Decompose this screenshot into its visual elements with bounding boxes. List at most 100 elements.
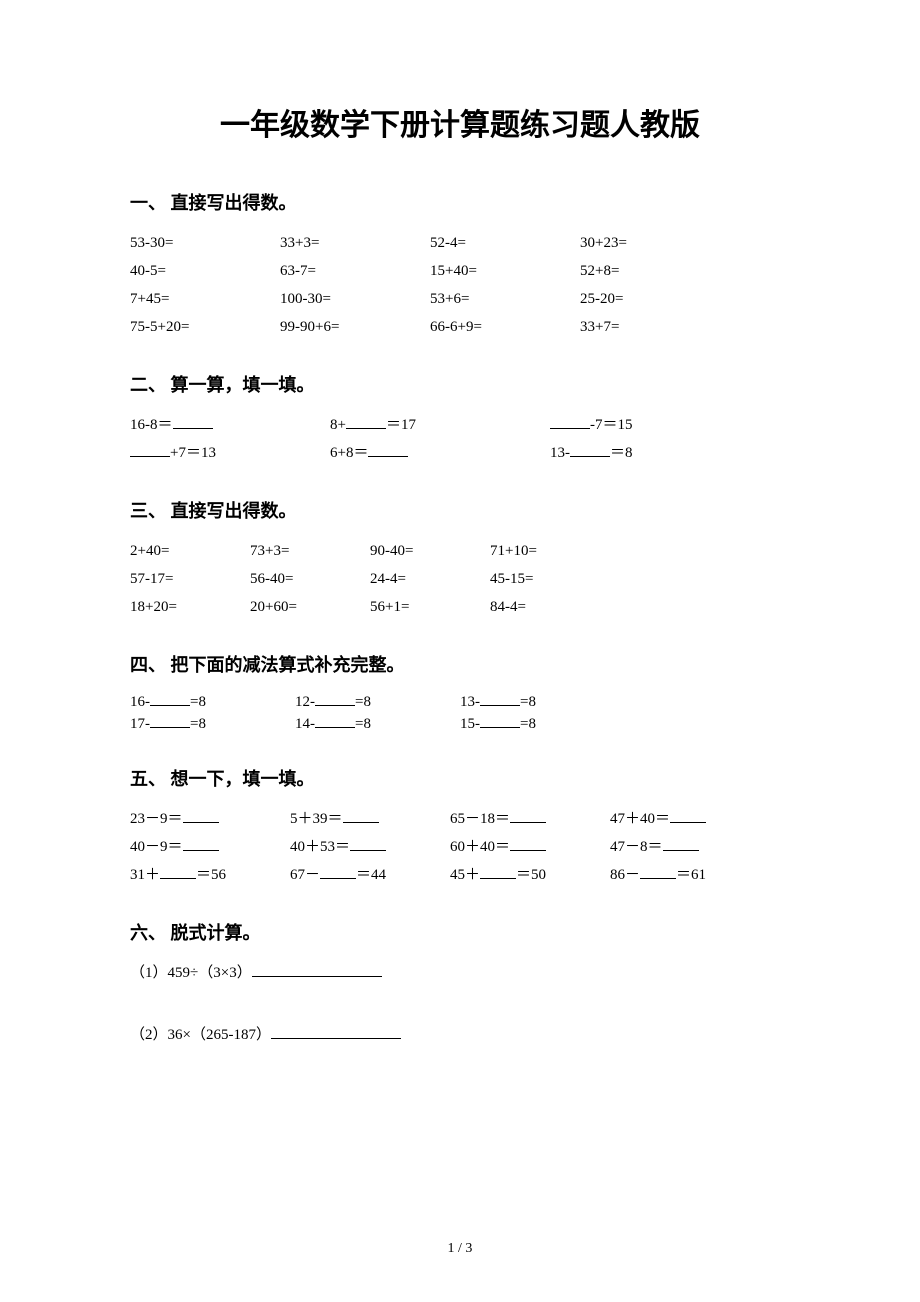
problem-cell: 15- =8 [460, 713, 625, 735]
expr-pre: 16-8＝ [130, 417, 173, 433]
blank [480, 691, 520, 706]
expr-post: ＝44 [356, 867, 386, 883]
blank [160, 864, 196, 879]
blank [315, 713, 355, 728]
problem-row: 40-5=63-7=15+40=52+8= [130, 257, 790, 285]
problem-row: 53-30=33+3=52-4=30+23= [130, 229, 790, 257]
blank [480, 713, 520, 728]
expr-pre: （2）36×（265-187） [130, 1027, 271, 1043]
problem-cell: 40－9＝ [130, 833, 290, 861]
expr-pre: 15- [460, 716, 480, 732]
problem-row: 16- =8 12- =8 13-=8 [130, 691, 790, 713]
problem-cell: 45＋＝50 [450, 861, 610, 889]
problem-cell: 73+3= [250, 537, 370, 565]
expr-pre: 60＋40＝ [450, 839, 510, 855]
section-4-body: 16-=812-=813-=817-=814-=815-=8 [130, 691, 790, 735]
expr-post: ＝8 [610, 445, 633, 461]
problem-cell: 53-30= [130, 229, 280, 257]
blank [480, 864, 516, 879]
expr-pre: 47＋40＝ [610, 811, 670, 827]
problem-cell: 30+23= [580, 229, 730, 257]
problem-line: （1）459÷（3×3） [130, 959, 790, 987]
problem-row: 75-5+20=99-90+6=66-6+9=33+7= [130, 313, 790, 341]
problem-cell: 20+60= [250, 593, 370, 621]
problem-cell: 15+40= [430, 257, 580, 285]
problem-cell: 86－ ＝61 [610, 861, 770, 889]
problem-cell: 25-20= [580, 285, 730, 313]
blank [570, 442, 610, 457]
expr-pre: 16- [130, 694, 150, 710]
expr-pre: 31＋ [130, 867, 160, 883]
section-1-heading: 一、 直接写出得数。 [130, 189, 790, 215]
problem-cell: 33+7= [580, 313, 730, 341]
problem-cell: 52+8= [580, 257, 730, 285]
section-6-heading: 六、 脱式计算。 [130, 919, 790, 945]
problem-cell: 16- =8 [130, 691, 295, 713]
blank [670, 808, 706, 823]
problem-cell: 100-30= [280, 285, 430, 313]
problem-cell: 90-40= [370, 537, 490, 565]
problem-line: （2）36×（265-187） [130, 1021, 790, 1049]
section-5-body: 23－9＝5＋39＝65－18＝47＋40＝40－9＝40＋53＝60＋40＝4… [130, 805, 790, 889]
expr-pre: 86－ [610, 867, 640, 883]
section-5-heading: 五、 想一下，填一填。 [130, 765, 790, 791]
page: 一年级数学下册计算题练习题人教版 一、 直接写出得数。 53-30=33+3=5… [0, 0, 920, 1302]
blank [510, 836, 546, 851]
problem-cell: 71+10= [490, 537, 610, 565]
expr-pre: 5＋39＝ [290, 811, 343, 827]
expr-post: ＝61 [676, 867, 706, 883]
problem-row: 31＋＝5667－＝4445＋＝5086－ ＝61 [130, 861, 790, 889]
expr-pre: 40＋53＝ [290, 839, 350, 855]
problem-row: 18+20=20+60=56+1=84-4= [130, 593, 790, 621]
problem-row: 7+45=100-30=53+6=25-20= [130, 285, 790, 313]
problem-cell: 33+3= [280, 229, 430, 257]
problem-cell: 23－9＝ [130, 805, 290, 833]
expr-post: ＝50 [516, 867, 546, 883]
problem-cell: 14-=8 [295, 713, 460, 735]
blank [150, 713, 190, 728]
problem-cell: 31＋＝56 [130, 861, 290, 889]
expr-post: =8 [190, 716, 206, 732]
expr-pre: 6+8＝ [330, 445, 368, 461]
expr-pre: 23－9＝ [130, 811, 183, 827]
problem-cell: 13- ＝8 [550, 439, 730, 467]
problem-cell: 60＋40＝ [450, 833, 610, 861]
problem-row: 57-17=56-40=24-4=45-15= [130, 565, 790, 593]
problem-cell: 18+20= [130, 593, 250, 621]
expr-pre: 14- [295, 716, 315, 732]
problem-row: 16-8＝8+＝17-7＝15 [130, 411, 790, 439]
problem-cell: 67－＝44 [290, 861, 450, 889]
problem-cell: 56+1= [370, 593, 490, 621]
problem-row: 17-=814-=815-=8 [130, 713, 790, 735]
problem-cell: 45-15= [490, 565, 610, 593]
problem-cell: 52-4= [430, 229, 580, 257]
problem-cell: 47＋40＝ [610, 805, 770, 833]
expr-pre: 12- [295, 694, 315, 710]
problem-row: +7＝136+8＝13-＝8 [130, 439, 790, 467]
problem-cell: 16-8＝ [130, 411, 330, 439]
expr-pre: 8+ [330, 417, 346, 433]
problem-cell: -7＝15 [550, 411, 730, 439]
blank [343, 808, 379, 823]
problem-cell: 75-5+20= [130, 313, 280, 341]
problem-cell: 5＋39＝ [290, 805, 450, 833]
blank [173, 414, 213, 429]
blank [271, 1024, 401, 1039]
problem-row: 40－9＝40＋53＝60＋40＝47－8＝ [130, 833, 790, 861]
blank [183, 808, 219, 823]
problem-row: 2+40=73+3=90-40=71+10= [130, 537, 790, 565]
section-1-body: 53-30=33+3=52-4=30+23=40-5=63-7=15+40=52… [130, 229, 790, 341]
expr-post: =8 [190, 694, 206, 710]
expr-pre: 13- [460, 694, 480, 710]
section-6-body: （1）459÷（3×3） （2）36×（265-187） [130, 959, 790, 1073]
blank [368, 442, 408, 457]
problem-row: 23－9＝5＋39＝65－18＝47＋40＝ [130, 805, 790, 833]
problem-cell: 2+40= [130, 537, 250, 565]
problem-cell: 13-=8 [460, 691, 625, 713]
blank [510, 808, 546, 823]
problem-cell: 99-90+6= [280, 313, 430, 341]
expr-pre: 13- [550, 445, 570, 461]
page-title: 一年级数学下册计算题练习题人教版 [130, 100, 790, 144]
expr-post: =8 [520, 716, 536, 732]
expr-post: =8 [355, 694, 371, 710]
